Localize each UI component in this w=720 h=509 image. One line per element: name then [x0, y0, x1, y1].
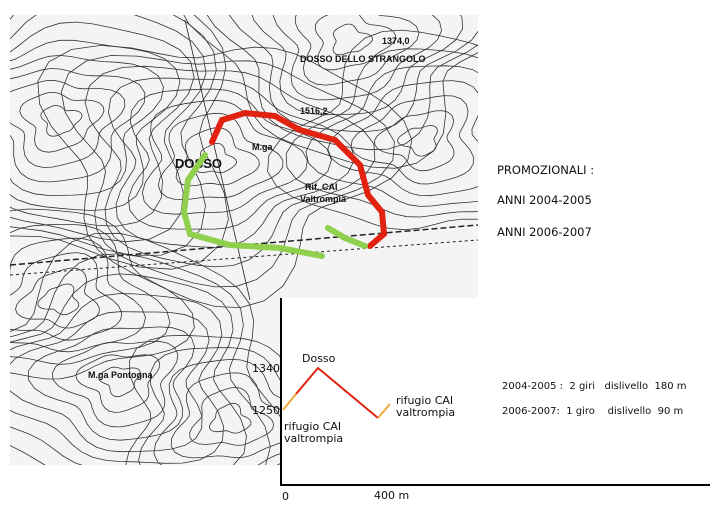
topo-map: DOSSO DELLO STRANGOLO 1374,0 1516,2 DOSS…: [10, 15, 478, 465]
contour: [10, 232, 295, 465]
contour: [37, 283, 80, 316]
contour: [157, 112, 284, 201]
contour: [225, 15, 478, 133]
contour: [189, 386, 275, 446]
legend-item: ANNI 2006-2007: [497, 225, 592, 239]
contour: [10, 21, 195, 227]
contour: [10, 15, 217, 256]
contour: [40, 105, 83, 137]
map-label: DOSSO DELLO STRANGOLO: [300, 54, 426, 64]
contour: [201, 15, 478, 151]
contour: [10, 253, 271, 465]
contour: [294, 15, 420, 86]
contour: [272, 15, 443, 101]
contour: [208, 402, 252, 434]
contour: [10, 15, 229, 270]
contour: [10, 311, 210, 453]
contour: [10, 237, 146, 353]
contour: [397, 125, 438, 157]
start-label: rifugio CAI: [284, 420, 341, 433]
end-label: rifugio CAI: [396, 394, 453, 407]
contour: [267, 29, 478, 231]
map-label: 1516,2: [300, 106, 328, 116]
contour: [374, 110, 455, 172]
y-label: 1250: [252, 404, 280, 417]
contour: [138, 347, 346, 465]
contour: [10, 293, 224, 464]
note: 2006-2007: 1 giro dislivello 90 m: [502, 406, 683, 417]
profile-line: [282, 393, 297, 411]
route-2004-2005: [180, 152, 325, 259]
contour: [285, 48, 478, 218]
contour: [10, 39, 181, 211]
note: 2004-2005 : 2 giri dislivello 180 m: [502, 381, 687, 392]
contour: [10, 79, 126, 168]
start-label: valtrompia: [284, 432, 343, 445]
contour: [305, 65, 478, 207]
contour: [10, 208, 195, 380]
contour: [15, 267, 100, 329]
profile-line: [377, 403, 391, 419]
contour: [51, 340, 179, 428]
map-label: M.ga Pontogna: [88, 370, 153, 380]
contour: [175, 127, 260, 187]
x-label: 400 m: [374, 489, 409, 502]
contour: [153, 358, 322, 465]
route-2006-2007: [209, 109, 388, 249]
contour: [84, 65, 376, 268]
contour: [98, 366, 141, 398]
contour: [107, 77, 355, 248]
legend-title: PROMOZIONALI :: [497, 163, 594, 177]
contour: [19, 91, 105, 153]
profile-line: [295, 366, 379, 419]
contour: [350, 95, 474, 185]
contour: [10, 68, 146, 183]
contour: [170, 372, 298, 459]
route-2004-2005: [325, 225, 368, 249]
contour: [10, 15, 207, 243]
contour: [124, 334, 370, 465]
profile: 1340 1250 0 400 m Dosso rifugio CAI valt…: [252, 298, 710, 503]
x-label: 0: [282, 490, 289, 503]
contour: [127, 88, 332, 230]
peak-label: Dosso: [302, 352, 336, 365]
contour: [10, 54, 164, 196]
contour: [10, 224, 171, 365]
contour: [75, 354, 160, 413]
y-label: 1340: [252, 362, 280, 375]
contour: [314, 15, 397, 71]
map-label: Valtrompia: [300, 194, 347, 204]
contour: [249, 15, 464, 116]
map-label: 1374,0: [382, 36, 410, 46]
contour: [141, 99, 308, 215]
contour: [10, 273, 247, 465]
map-label: Rif. CAI: [305, 182, 338, 192]
legend-item: ANNI 2004-2005: [497, 193, 592, 207]
contour: [332, 23, 373, 56]
end-label: valtrompia: [396, 406, 455, 419]
map-label: M.ga: [252, 142, 273, 152]
